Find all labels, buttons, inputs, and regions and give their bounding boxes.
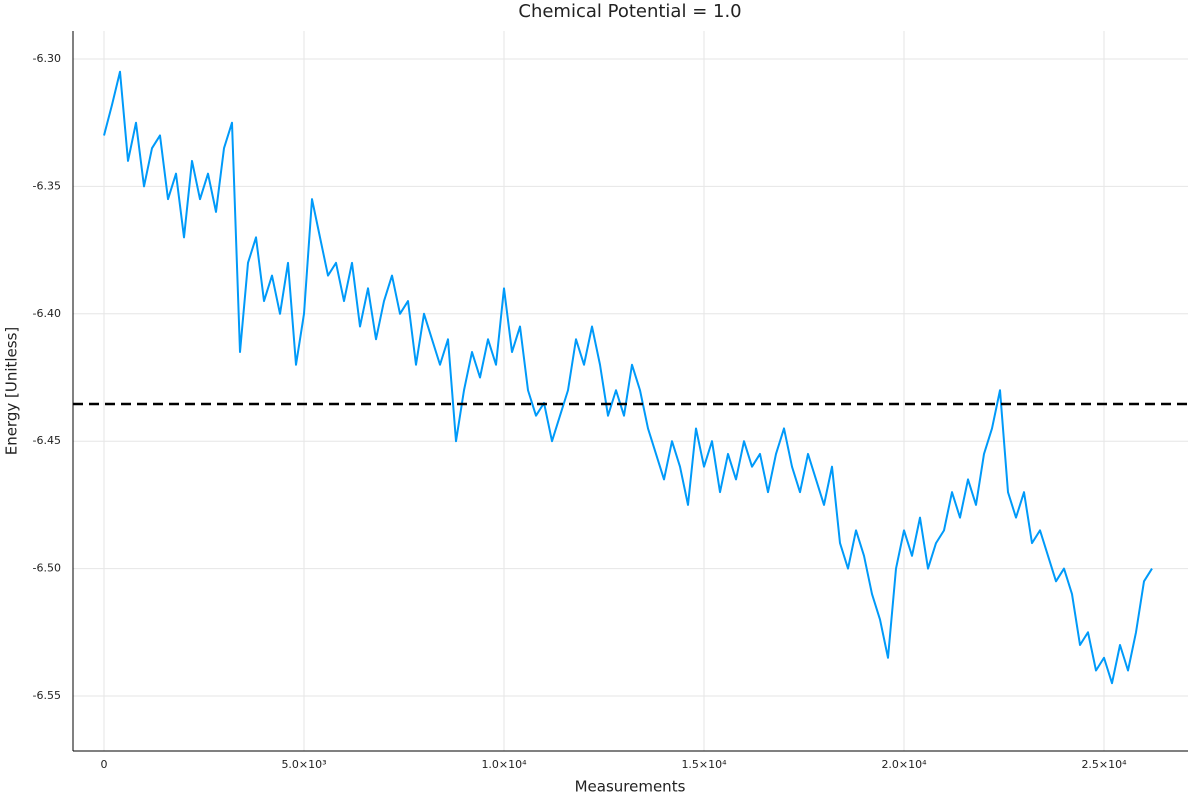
y-tick-label: -6.50 bbox=[33, 562, 61, 575]
y-tick-label: -6.40 bbox=[33, 307, 61, 320]
x-tick-label: 5.0×10³ bbox=[281, 758, 326, 771]
x-tick-label: 1.5×10⁴ bbox=[681, 758, 727, 771]
x-axis-label: Measurements bbox=[575, 778, 686, 796]
y-tick-label: -6.55 bbox=[33, 689, 61, 702]
chart-title: Chemical Potential = 1.0 bbox=[518, 1, 741, 22]
y-tick-label: -6.30 bbox=[33, 52, 61, 65]
x-tick-label: 2.5×10⁴ bbox=[1081, 758, 1127, 771]
y-axis-label: Energy [Unitless] bbox=[3, 327, 21, 456]
y-tick-label: -6.45 bbox=[33, 434, 61, 447]
y-tick-label: -6.35 bbox=[33, 179, 61, 192]
data-line bbox=[103, 70, 1153, 685]
x-tick-label: 0 bbox=[101, 758, 108, 771]
x-tick-label: 1.0×10⁴ bbox=[481, 758, 527, 771]
x-tick-label: 2.0×10⁴ bbox=[881, 758, 927, 771]
